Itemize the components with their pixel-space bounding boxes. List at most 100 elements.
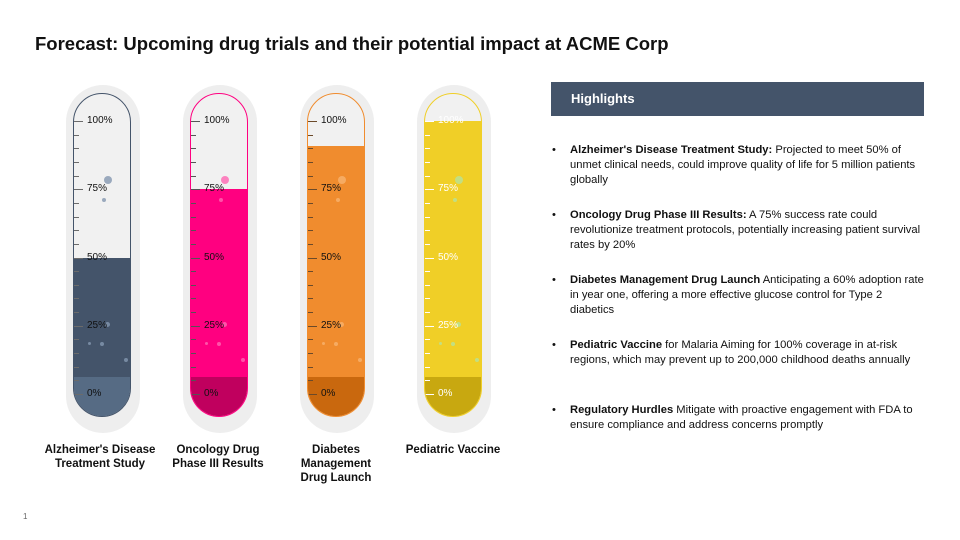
scale-tick: [74, 394, 83, 395]
thermometer-oncology: 100% 75% 50% 25% 0%: [183, 85, 257, 433]
thermometer-fill: [308, 145, 364, 416]
scale-tick: [425, 216, 430, 218]
scale-label: 50%: [321, 251, 342, 263]
scale-tick: [308, 121, 317, 122]
highlight-title: Oncology Drug Phase III Results:: [570, 209, 747, 221]
scale-tick: [74, 189, 83, 191]
thermometer-scale: 100% 75% 50% 25% 0%: [425, 94, 481, 416]
scale-tick: [308, 134, 313, 136]
scale-tick: [425, 134, 430, 136]
scale-tick: [74, 175, 79, 177]
caption-line: Drug Launch: [300, 472, 372, 484]
scale-tick: [308, 216, 313, 218]
scale-tick: [74, 257, 83, 259]
thermometer-caption-diabetes: Diabetes Management Drug Launch: [276, 443, 396, 485]
thermometer-scale: 100% 75% 50% 25% 0%: [191, 94, 247, 416]
scale-tick: [191, 202, 196, 204]
highlight-text: for Malaria Aiming for 100% coverage in …: [570, 339, 911, 366]
thermometer-tube: 100% 75% 50% 25% 0%: [424, 93, 482, 417]
caption-line: Treatment Study: [54, 458, 146, 470]
scale-tick: [74, 284, 79, 286]
thermometer-pediatric: 100% 75% 50% 25% 0%: [417, 85, 491, 433]
scale-label: 25%: [438, 319, 459, 331]
scale-tick: [308, 284, 313, 286]
scale-tick: [74, 312, 79, 314]
scale-tick: [191, 394, 200, 395]
thermometer-caption-oncology: Oncology Drug Phase III Results: [158, 443, 278, 471]
scale-label: 50%: [87, 251, 108, 263]
scale-tick: [191, 161, 196, 163]
scale-tick: [308, 189, 317, 191]
scale-label: 25%: [87, 319, 108, 331]
scale-tick: [74, 325, 83, 327]
highlight-title: Diabetes Management Drug Launch: [570, 274, 761, 286]
thermometer-diabetes: 100% 75% 50% 25% 0%: [300, 85, 374, 433]
scale-tick: [74, 161, 79, 163]
scale-tick: [425, 189, 434, 191]
decorative-bubble: [451, 342, 455, 346]
decorative-bubble: [219, 198, 223, 202]
caption-line: Management: [300, 458, 372, 470]
scale-tick: [74, 121, 83, 122]
caption-line: Alzheimer's Disease: [44, 444, 156, 456]
scale-tick: [191, 216, 196, 218]
decorative-bubble: [205, 342, 208, 345]
scale-tick: [191, 298, 196, 300]
scale-tick: [191, 366, 196, 368]
caption-line: Diabetes: [312, 444, 360, 456]
decorative-bubble: [221, 176, 229, 184]
scale-tick: [191, 243, 196, 245]
highlights-list: • Alzheimer's Disease Treatment Study: P…: [551, 143, 924, 468]
scale-label: 100%: [438, 115, 464, 126]
thermometer-bulb: [191, 377, 247, 416]
thermometer-caption-pediatric: Pediatric Vaccine: [393, 443, 513, 457]
scale-tick: [191, 134, 196, 136]
bullet-glyph: •: [552, 404, 556, 416]
scale-label: 75%: [321, 183, 342, 195]
scale-label: 75%: [438, 183, 459, 195]
highlight-text: Projected to meet 50% of unmet clinical …: [570, 144, 916, 186]
scale-tick: [425, 312, 430, 314]
caption-line: Phase III Results: [172, 458, 264, 470]
scale-tick: [425, 148, 430, 150]
thermometer-bulb: [74, 377, 130, 416]
scale-tick: [308, 366, 313, 368]
scale-tick: [425, 339, 430, 341]
scale-tick: [74, 380, 79, 382]
decorative-bubble: [456, 322, 461, 327]
highlight-item-oncology: • Oncology Drug Phase III Results: A 75%…: [551, 208, 924, 273]
scale-tick: [191, 121, 200, 122]
scale-tick: [308, 161, 313, 163]
thermometer-fill: [425, 121, 481, 416]
scale-tick: [308, 339, 313, 341]
decorative-bubble: [124, 358, 128, 362]
scale-tick: [425, 243, 430, 245]
decorative-bubble: [105, 322, 110, 327]
decorative-bubble: [222, 322, 227, 327]
highlight-title: Alzheimer's Disease Treatment Study:: [570, 144, 773, 156]
highlight-text: Mitigate with proactive engagement with …: [570, 404, 913, 431]
scale-tick: [308, 202, 313, 204]
decorative-bubble: [475, 358, 479, 362]
decorative-bubble: [100, 342, 104, 346]
slide-title: Forecast: Upcoming drug trials and their…: [35, 33, 669, 54]
scale-tick: [191, 353, 196, 355]
scale-label: 75%: [204, 183, 225, 195]
scale-label: 100%: [87, 115, 113, 126]
bullet-glyph: •: [552, 339, 556, 351]
scale-tick: [74, 134, 79, 136]
scale-tick: [191, 271, 196, 273]
scale-tick: [74, 243, 79, 245]
scale-tick: [191, 230, 196, 232]
thermometer-tube: 100% 75% 50% 25% 0%: [190, 93, 248, 417]
decorative-bubble: [241, 358, 245, 362]
scale-tick: [425, 271, 430, 273]
caption-line: Pediatric Vaccine: [405, 444, 501, 456]
scale-tick: [74, 230, 79, 232]
scale-label: 0%: [204, 388, 219, 399]
scale-tick: [191, 175, 196, 177]
page-number: 1: [23, 512, 28, 521]
thermometer-tube: 100% 75% 50% 25% 0%: [307, 93, 365, 417]
scale-label: 0%: [321, 388, 336, 399]
scale-tick: [425, 161, 430, 163]
